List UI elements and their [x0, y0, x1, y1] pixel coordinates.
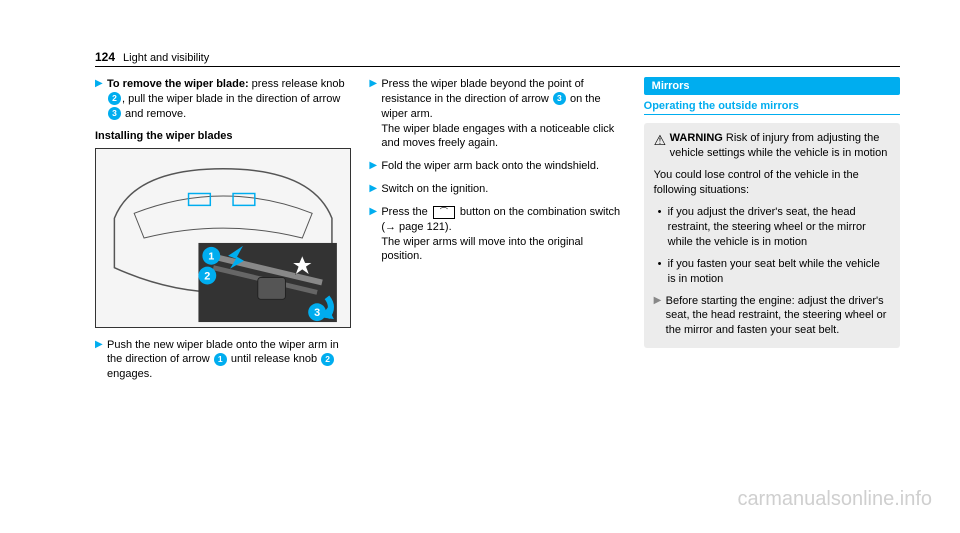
step-push-new-blade: ▶ Push the new wiper blade onto the wipe…: [95, 338, 351, 383]
bullet-item: • if you adjust the driver's seat, the h…: [654, 205, 890, 251]
step-arrow-icon: ▶: [654, 294, 666, 339]
warning-header: ⚠ WARNING Risk of injury from adjusting …: [654, 131, 890, 162]
svg-text:2: 2: [204, 270, 210, 282]
subsection-operating: Operating the outside mirrors: [644, 100, 900, 115]
step-arrow-icon: ▶: [369, 182, 381, 197]
svg-text:3: 3: [314, 307, 320, 319]
step-text: Switch on the ignition.: [381, 182, 625, 197]
svg-text:1: 1: [208, 250, 214, 262]
text-frag: , pull the wiper blade in the direction …: [122, 93, 340, 105]
car-svg-icon: 1 2 3: [96, 149, 350, 327]
step-arrow-icon: ▶: [369, 205, 381, 264]
step-arrow-icon: ▶: [369, 77, 381, 151]
wiper-button-icon: ⌒: [433, 206, 455, 219]
bullet-dot-icon: •: [654, 205, 668, 251]
bullet-dot-icon: •: [654, 257, 668, 288]
step-text: To remove the wiper blade: press release…: [107, 77, 351, 122]
text-frag: press release knob: [249, 78, 345, 90]
page-number: 124: [95, 50, 115, 64]
callout-2-icon: 2: [108, 92, 121, 105]
text-frag: and remove.: [122, 108, 186, 120]
warning-title: WARNING: [670, 132, 723, 144]
bold-lead: To remove the wiper blade:: [107, 78, 249, 90]
step-switch-ignition: ▶ Switch on the ignition.: [369, 182, 625, 197]
warning-box: ⚠ WARNING Risk of injury from adjusting …: [644, 123, 900, 348]
section-name: Light and visibility: [123, 52, 209, 64]
warning-triangle-icon: ⚠: [654, 131, 670, 151]
bullet-text: if you fasten your seat belt while the v…: [668, 257, 890, 288]
callout-3-icon: 3: [108, 107, 121, 120]
step-arrow-icon: ▶: [95, 77, 107, 122]
warning-bullets: • if you adjust the driver's seat, the h…: [654, 205, 890, 288]
step-text: Push the new wiper blade onto the wiper …: [107, 338, 351, 383]
watermark: carmanualsonline.info: [737, 488, 932, 511]
column-1: ▶ To remove the wiper blade: press relea…: [95, 77, 351, 390]
warning-step: ▶ Before starting the engine: adjust the…: [654, 294, 890, 339]
section-bar-mirrors: Mirrors: [644, 77, 900, 95]
text-frag: engages.: [107, 368, 152, 380]
warning-heading-text: WARNING Risk of injury from adjusting th…: [670, 131, 890, 162]
column-3: Mirrors Operating the outside mirrors ⚠ …: [644, 77, 900, 390]
text-frag: The wiper blade engages with a noticeabl…: [381, 123, 614, 150]
callout-1-icon: 1: [214, 353, 227, 366]
step-text: Press the wiper blade beyond the point o…: [381, 77, 625, 151]
bullet-text: if you adjust the driver's seat, the hea…: [668, 205, 890, 251]
text-frag: Press the: [381, 206, 431, 218]
callout-2-icon: 2: [321, 353, 334, 366]
step-arrow-icon: ▶: [95, 338, 107, 383]
step-text: Press the ⌒ button on the combination sw…: [381, 205, 625, 264]
step-text: Fold the wiper arm back onto the windshi…: [381, 159, 625, 174]
step-press-button: ▶ Press the ⌒ button on the combination …: [369, 205, 625, 264]
step-text: Before starting the engine: adjust the d…: [666, 294, 890, 339]
text-frag: The wiper arms will move into the origin…: [381, 236, 583, 263]
bullet-item: • if you fasten your seat belt while the…: [654, 257, 890, 288]
text-frag: until release knob: [228, 353, 320, 365]
step-fold-back: ▶ Fold the wiper arm back onto the winds…: [369, 159, 625, 174]
step-remove-wiper: ▶ To remove the wiper blade: press relea…: [95, 77, 351, 122]
subheading-installing: Installing the wiper blades: [95, 130, 351, 142]
step-arrow-icon: ▶: [369, 159, 381, 174]
wiper-illustration: 1 2 3: [95, 148, 351, 328]
column-2: ▶ Press the wiper blade beyond the point…: [369, 77, 625, 390]
step-press-beyond: ▶ Press the wiper blade beyond the point…: [369, 77, 625, 151]
page-header: 124 Light and visibility: [95, 50, 900, 67]
callout-3-icon: 3: [553, 92, 566, 105]
warning-paragraph: You could lose control of the vehicle in…: [654, 168, 890, 199]
content-columns: ▶ To remove the wiper blade: press relea…: [95, 77, 900, 390]
